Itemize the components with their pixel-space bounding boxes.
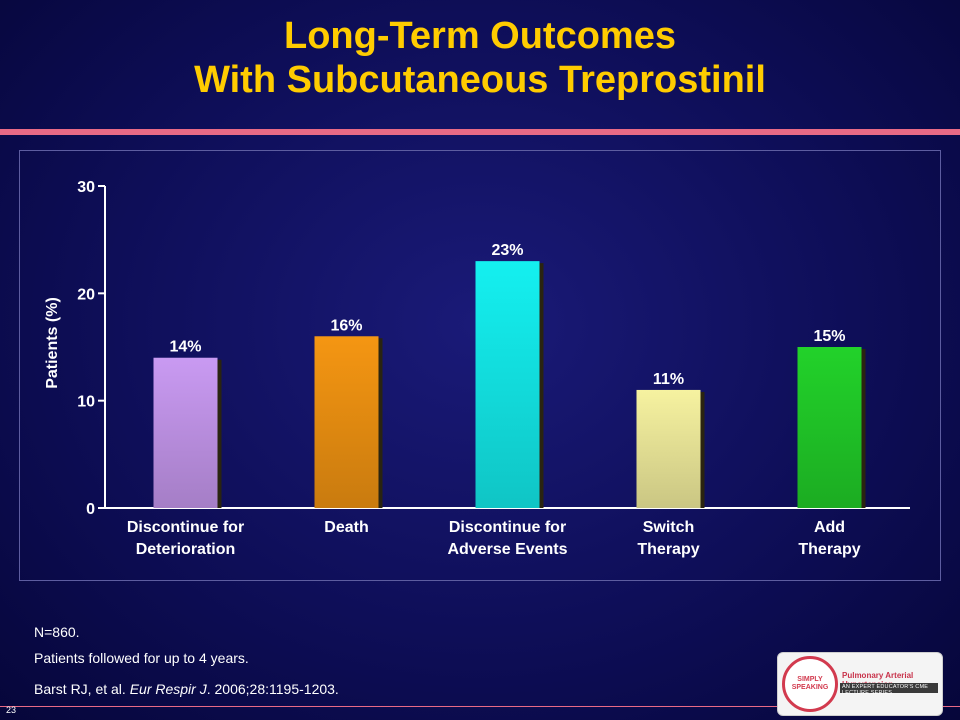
logo-emblem: SIMPLY SPEAKING [782, 656, 838, 712]
simply-speaking-logo: SIMPLY SPEAKING Pulmonary Arterial Hyper… [777, 652, 943, 716]
chart-frame [19, 150, 941, 581]
category-label: Discontinue for Deterioration [127, 519, 244, 558]
category-label-line: Switch [643, 519, 695, 536]
data-label: 15% [813, 328, 845, 345]
citation-rest: . 2006;28:1195-1203. [206, 681, 339, 697]
bar-chart: 0 10 20 30 Patients (%) 14% Discontinue for Det… [44, 179, 866, 558]
citation-authors: Barst RJ, et al. [34, 681, 130, 697]
bar [797, 347, 862, 508]
category-label-line: Discontinue for [449, 519, 566, 536]
data-label: 16% [330, 317, 362, 334]
y-tick-label: 0 [86, 501, 95, 518]
title-divider [0, 129, 960, 135]
slide-title: Long-Term Outcomes With Subcutaneous Tre… [0, 14, 960, 102]
category-label-line: Death [324, 519, 368, 536]
category-label: Discontinue for Adverse Events [447, 519, 567, 558]
category-label-line: Deterioration [136, 541, 236, 558]
y-tick-label: 30 [77, 179, 95, 196]
slide-number: 23 [6, 705, 17, 715]
followup-note: Patients followed for up to 4 years. [34, 650, 249, 666]
category-label: Switch Therapy [637, 519, 699, 558]
bar [314, 336, 379, 508]
data-label: 11% [653, 371, 684, 388]
category-label-line: Adverse Events [447, 541, 567, 558]
category-label-line: Add [814, 519, 845, 536]
category-label-line: Discontinue for [127, 519, 244, 536]
y-axis-label: Patients (%) [44, 297, 61, 389]
footer-divider [0, 706, 960, 707]
citation-journal: Eur Respir J [129, 681, 207, 697]
y-tick-label: 20 [77, 286, 95, 303]
bar [636, 389, 701, 508]
category-label: Add Therapy [798, 519, 860, 558]
data-label: 23% [491, 242, 523, 259]
data-label: 14% [169, 339, 201, 356]
y-tick-label: 10 [77, 394, 95, 411]
category-label-line: Therapy [798, 541, 860, 558]
category-label: Death [324, 519, 368, 536]
title-line-2: With Subcutaneous Treprostinil [194, 59, 766, 101]
bar [153, 357, 218, 508]
logo-banner [840, 683, 938, 693]
logo-subtitle: AN EXPERT EDUCATOR'S CME LECTURE SERIES [842, 684, 929, 696]
category-label-line: Therapy [637, 541, 699, 558]
citation: Barst RJ, et al. Eur Respir J. 2006;28:1… [34, 681, 339, 697]
bar [475, 261, 540, 508]
logo-emblem-text: SIMPLY SPEAKING [791, 676, 829, 691]
title-line-1: Long-Term Outcomes [284, 15, 676, 57]
sample-size-note: N=860. [34, 624, 80, 640]
